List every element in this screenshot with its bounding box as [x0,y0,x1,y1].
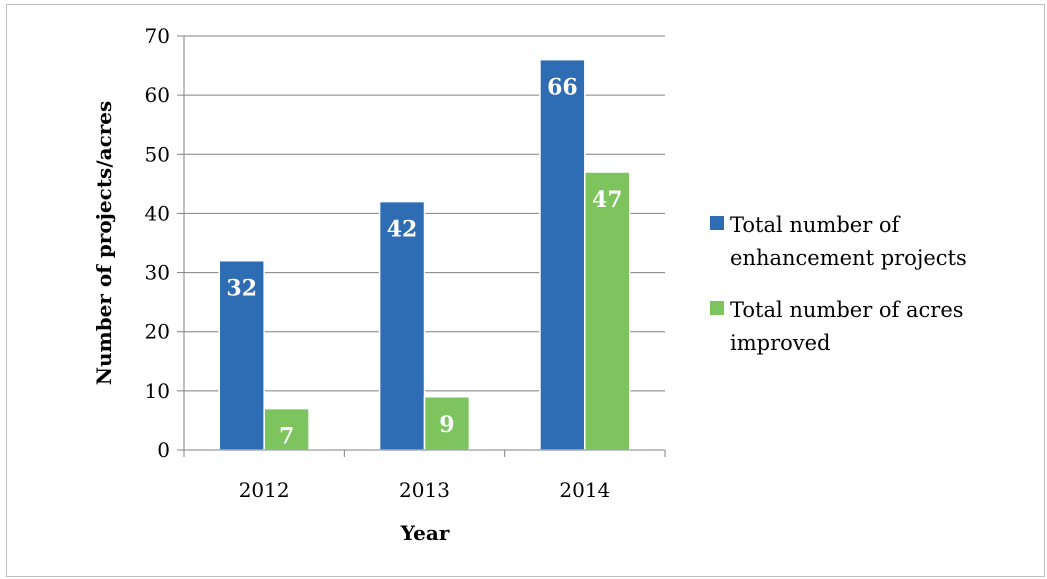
bar [423,396,471,451]
legend-label: enhancement projects [730,246,967,270]
y-axis-ticks: 0 10 20 30 40 50 60 70 [145,24,170,462]
x-axis-title: Year [400,521,450,545]
bar [263,407,310,451]
bar [218,259,265,451]
data-label: 42 [387,217,418,243]
y-tick-label: 30 [145,261,170,285]
axes [177,35,666,457]
data-labels: 32 7 42 9 66 47 [226,75,622,450]
y-tick-label: 70 [145,24,170,48]
y-tick-label: 50 [145,142,170,166]
x-axis-ticks: 2012 2013 2014 [239,478,611,502]
bar [539,58,586,451]
data-label: 9 [439,412,454,438]
data-label: 7 [279,424,294,450]
x-tick-label: 2014 [559,478,610,502]
bars [218,58,631,451]
x-tick-label: 2012 [239,478,290,502]
x-tick-label: 2013 [399,478,450,502]
y-tick-label: 60 [145,83,170,107]
bar [584,171,631,451]
data-label: 32 [226,276,257,302]
y-axis-title: Number of projects/acres [92,101,116,386]
data-label: 47 [592,187,623,213]
legend-swatch [710,216,724,230]
legend-swatch [710,301,724,315]
legend: Total number of enhancement projects Total… [710,213,967,355]
bar [378,200,426,451]
legend-label: Total number of [730,213,902,237]
legend-label: improved [730,331,831,355]
y-tick-label: 0 [157,438,170,462]
legend-label: Total number of acres [730,298,964,322]
y-tick-label: 20 [145,320,170,344]
chart-frame [6,4,1045,577]
y-tick-label: 10 [145,379,170,403]
data-label: 66 [547,75,578,101]
y-tick-label: 40 [145,201,170,225]
